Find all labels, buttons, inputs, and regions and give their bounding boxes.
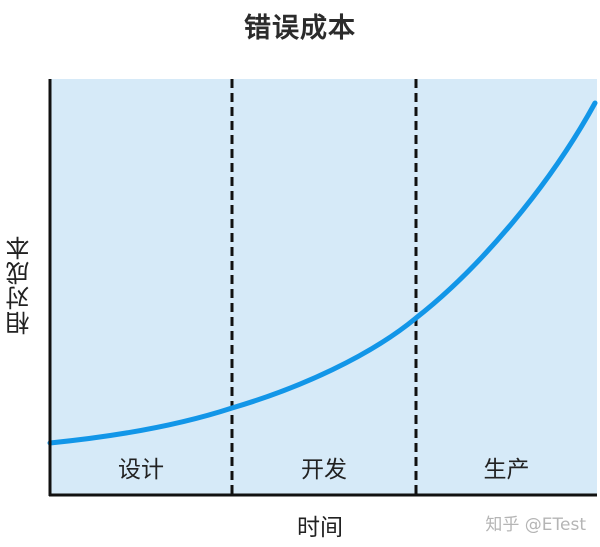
cost-curve (47, 100, 598, 446)
phase-label-development: 开发 (301, 457, 347, 483)
watermark: 知乎 @ETest (485, 515, 586, 535)
x-axis-label: 时间 (297, 515, 343, 541)
chart-title: 错误成本 (244, 13, 356, 44)
phase-label-design: 设计 (118, 457, 164, 483)
plot-background (50, 79, 597, 495)
phase-label-production: 生产 (483, 457, 530, 483)
y-axis-label: 相对成本 (6, 235, 34, 335)
